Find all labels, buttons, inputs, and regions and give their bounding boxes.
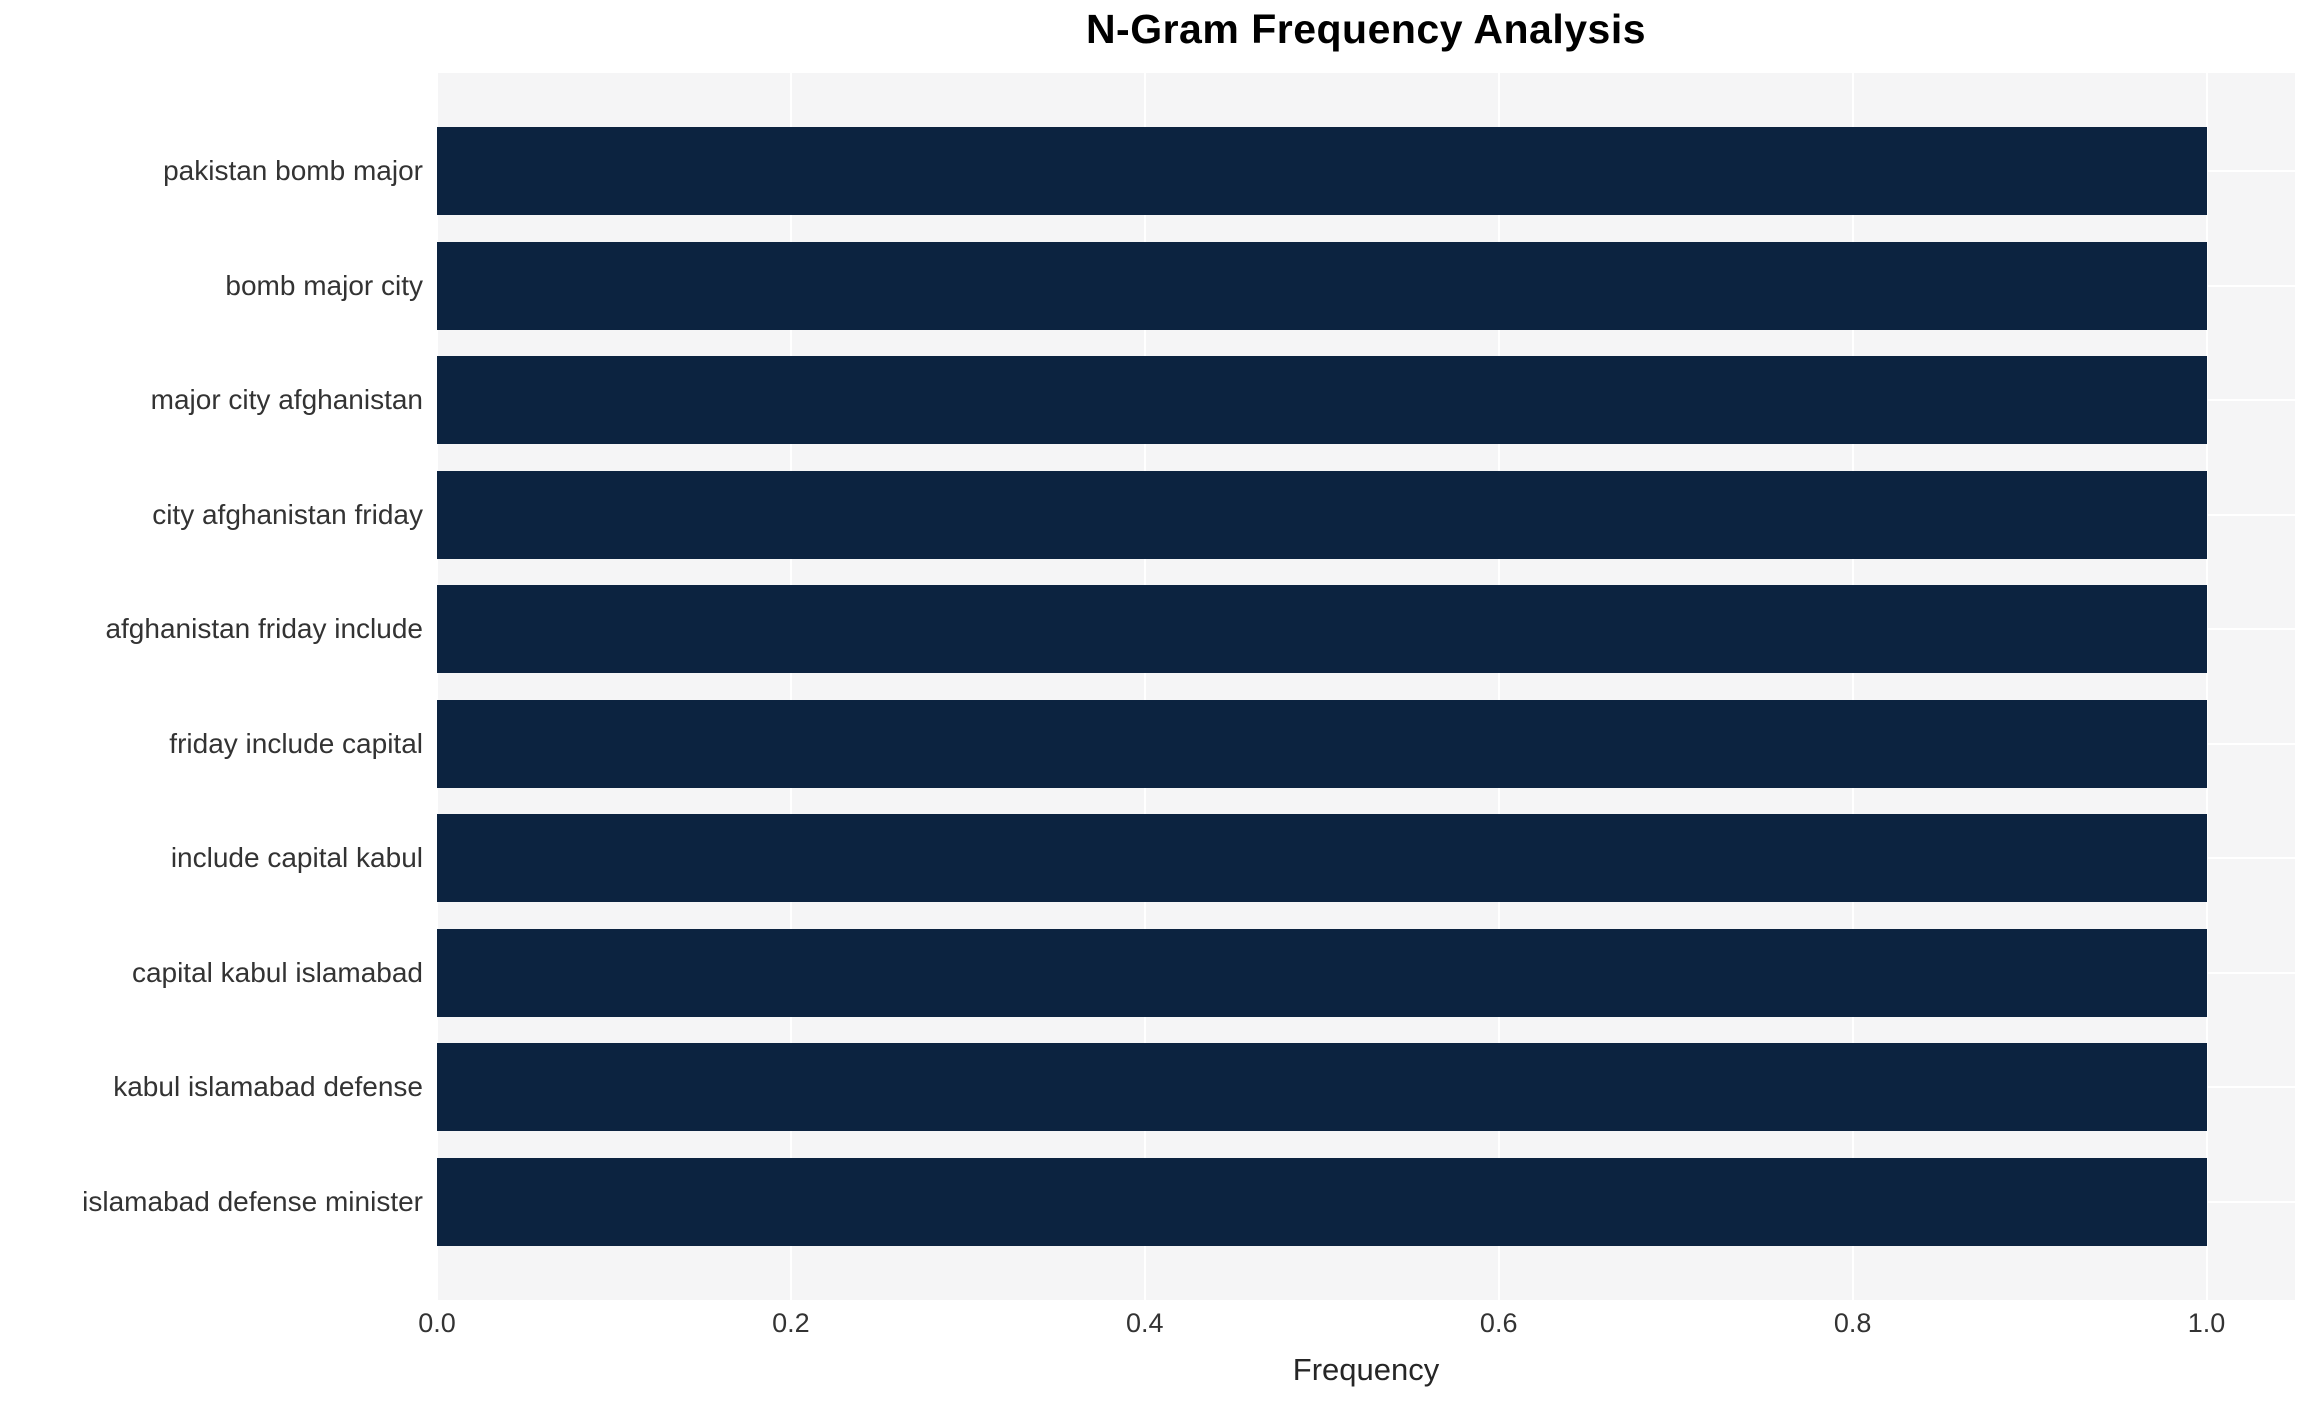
x-tick-label: 0.4: [1126, 1308, 1164, 1338]
category-label: major city afghanistan: [150, 384, 423, 416]
gridline-x-0.0: [436, 73, 438, 1300]
bar-row: afghanistan friday include: [105, 585, 2295, 674]
x-tick-label: 0.2: [772, 1308, 810, 1338]
bar: [437, 928, 2207, 1017]
bar: [437, 585, 2207, 674]
bar-row: major city afghanistan: [151, 356, 2295, 445]
x-tick-label: 0.0: [418, 1308, 456, 1338]
x-tick-label: 1.0: [2187, 1308, 2226, 1338]
bar: [437, 814, 2207, 903]
category-label: city afghanistan friday: [152, 498, 423, 530]
x-axis-ticks: 0.0 0.2 0.4 0.6 0.8 1.0: [418, 1308, 2295, 1342]
chart-title: N-Gram Frequency Analysis: [1085, 6, 1647, 52]
gridline-x-1.0: [2205, 73, 2208, 1300]
category-label: capital kabul islamabad: [131, 956, 423, 988]
category-label: islamabad defense minister: [82, 1185, 423, 1217]
category-label: include capital kabul: [170, 842, 423, 874]
gridline-x-0.8: [1851, 73, 1854, 1300]
x-axis-label: Frequency: [1292, 1352, 1440, 1387]
bar-row: city afghanistan friday: [152, 470, 2295, 559]
category-label: afghanistan friday include: [105, 613, 423, 645]
bar: [437, 1157, 2207, 1246]
bar-row: bomb major city: [225, 241, 2295, 330]
bar-row: islamabad defense minister: [82, 1157, 2295, 1246]
bar: [437, 1043, 2207, 1132]
gridline-x-0.4: [1143, 73, 1146, 1300]
x-tick-label: 0.8: [1833, 1308, 1872, 1338]
x-tick-label: 0.6: [1479, 1308, 1518, 1338]
bar-row: kabul islamabad defense: [113, 1043, 2295, 1132]
bar: [437, 699, 2207, 788]
bar: [437, 241, 2207, 330]
bar: [437, 127, 2207, 215]
bar-rows: pakistan bomb major bomb major city major …: [82, 73, 2295, 1300]
bar-row: capital kabul islamabad: [132, 928, 2295, 1017]
bar-row: pakistan bomb major: [163, 127, 2295, 215]
category-label: bomb major city: [225, 269, 423, 301]
bar-row: friday include capital: [169, 699, 2295, 788]
bar-row: include capital kabul: [171, 814, 2295, 903]
gridline-x-0.2: [789, 73, 792, 1300]
gridline-x-0.6: [1497, 73, 1500, 1300]
plot-area: pakistan bomb major bomb major city major …: [82, 73, 2295, 1300]
category-label: kabul islamabad defense: [113, 1071, 423, 1103]
bar: [437, 356, 2207, 445]
category-label: friday include capital: [169, 727, 423, 759]
bar: [437, 470, 2207, 559]
category-label: pakistan bomb major: [163, 155, 423, 186]
